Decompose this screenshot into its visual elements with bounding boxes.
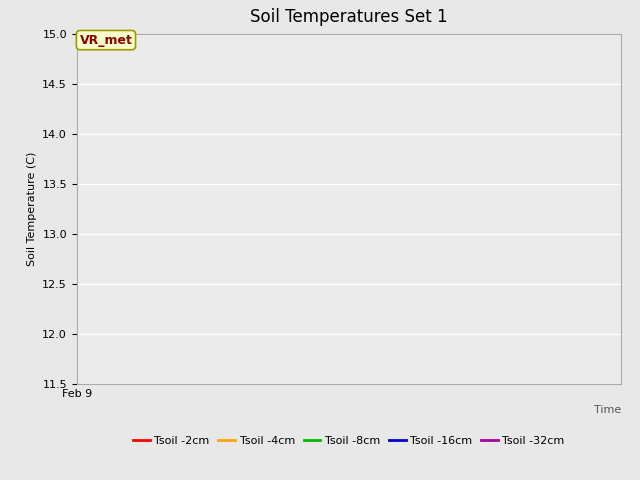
Text: Time: Time bbox=[593, 405, 621, 415]
Legend: Tsoil -2cm, Tsoil -4cm, Tsoil -8cm, Tsoil -16cm, Tsoil -32cm: Tsoil -2cm, Tsoil -4cm, Tsoil -8cm, Tsoi… bbox=[129, 432, 569, 451]
Y-axis label: Soil Temperature (C): Soil Temperature (C) bbox=[27, 152, 36, 266]
Text: VR_met: VR_met bbox=[79, 34, 132, 47]
Title: Soil Temperatures Set 1: Soil Temperatures Set 1 bbox=[250, 9, 447, 26]
